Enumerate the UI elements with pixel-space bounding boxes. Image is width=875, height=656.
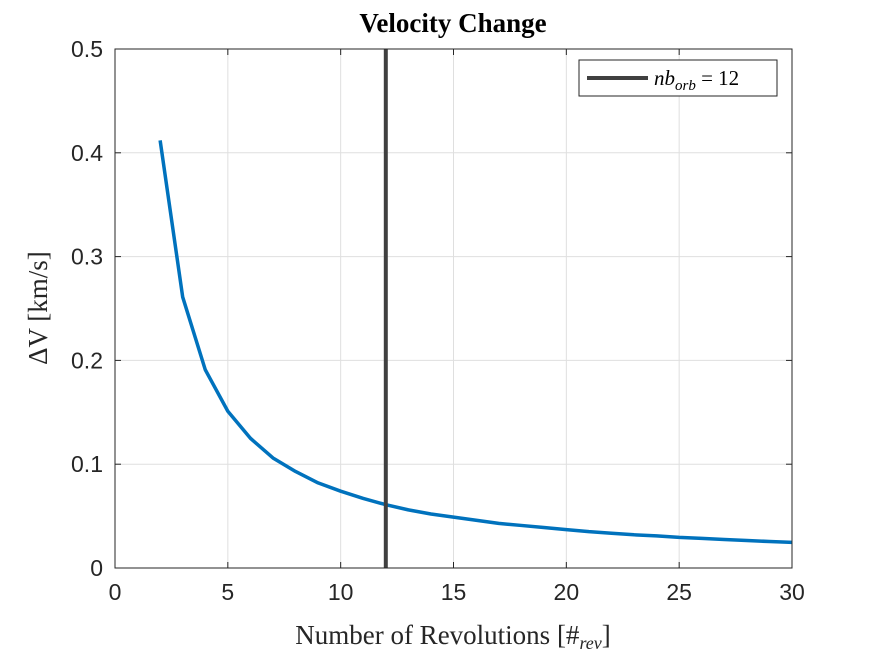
- y-tick-label-5: 0.5: [71, 36, 103, 62]
- y-axis-label: ΔV [km/s]: [23, 251, 53, 365]
- y-tick-label-2: 0.2: [71, 347, 103, 373]
- x-tick-label-4: 20: [554, 579, 580, 605]
- y-tick-label-1: 0.1: [71, 451, 103, 477]
- chart-title: Velocity Change: [359, 8, 546, 38]
- x-axis-label-sub: rev: [579, 633, 601, 653]
- x-axis-label-close: ]: [602, 620, 611, 650]
- legend-label-rest: = 12: [696, 66, 739, 90]
- series-layer: [158, 49, 793, 568]
- legend-label-sub: orb: [675, 78, 696, 94]
- legend-label: nborb = 12: [654, 66, 739, 94]
- x-tick-label-5: 25: [666, 579, 692, 605]
- y-tick-label-4: 0.4: [71, 140, 103, 166]
- legend: nborb = 12: [578, 59, 778, 97]
- x-tick-label-1: 5: [221, 579, 234, 605]
- x-axis-label: Number of Revolutions [#rev]: [295, 620, 611, 653]
- x-tick-label-0: 0: [109, 579, 122, 605]
- series-line-0: [158, 140, 793, 545]
- x-axis-label-main: Number of Revolutions [#: [295, 620, 580, 650]
- x-tick-label-2: 10: [328, 579, 354, 605]
- x-tick-label-6: 30: [779, 579, 805, 605]
- y-tick-label-3: 0.3: [71, 244, 103, 270]
- tick-labels: 0 5 10 15 20 25 30 0 0.1 0.2 0.3 0.4 0.5: [71, 36, 805, 605]
- legend-label-main: nb: [654, 66, 675, 90]
- x-tick-label-3: 15: [441, 579, 467, 605]
- y-tick-label-0: 0: [90, 555, 103, 581]
- axes: [114, 48, 793, 569]
